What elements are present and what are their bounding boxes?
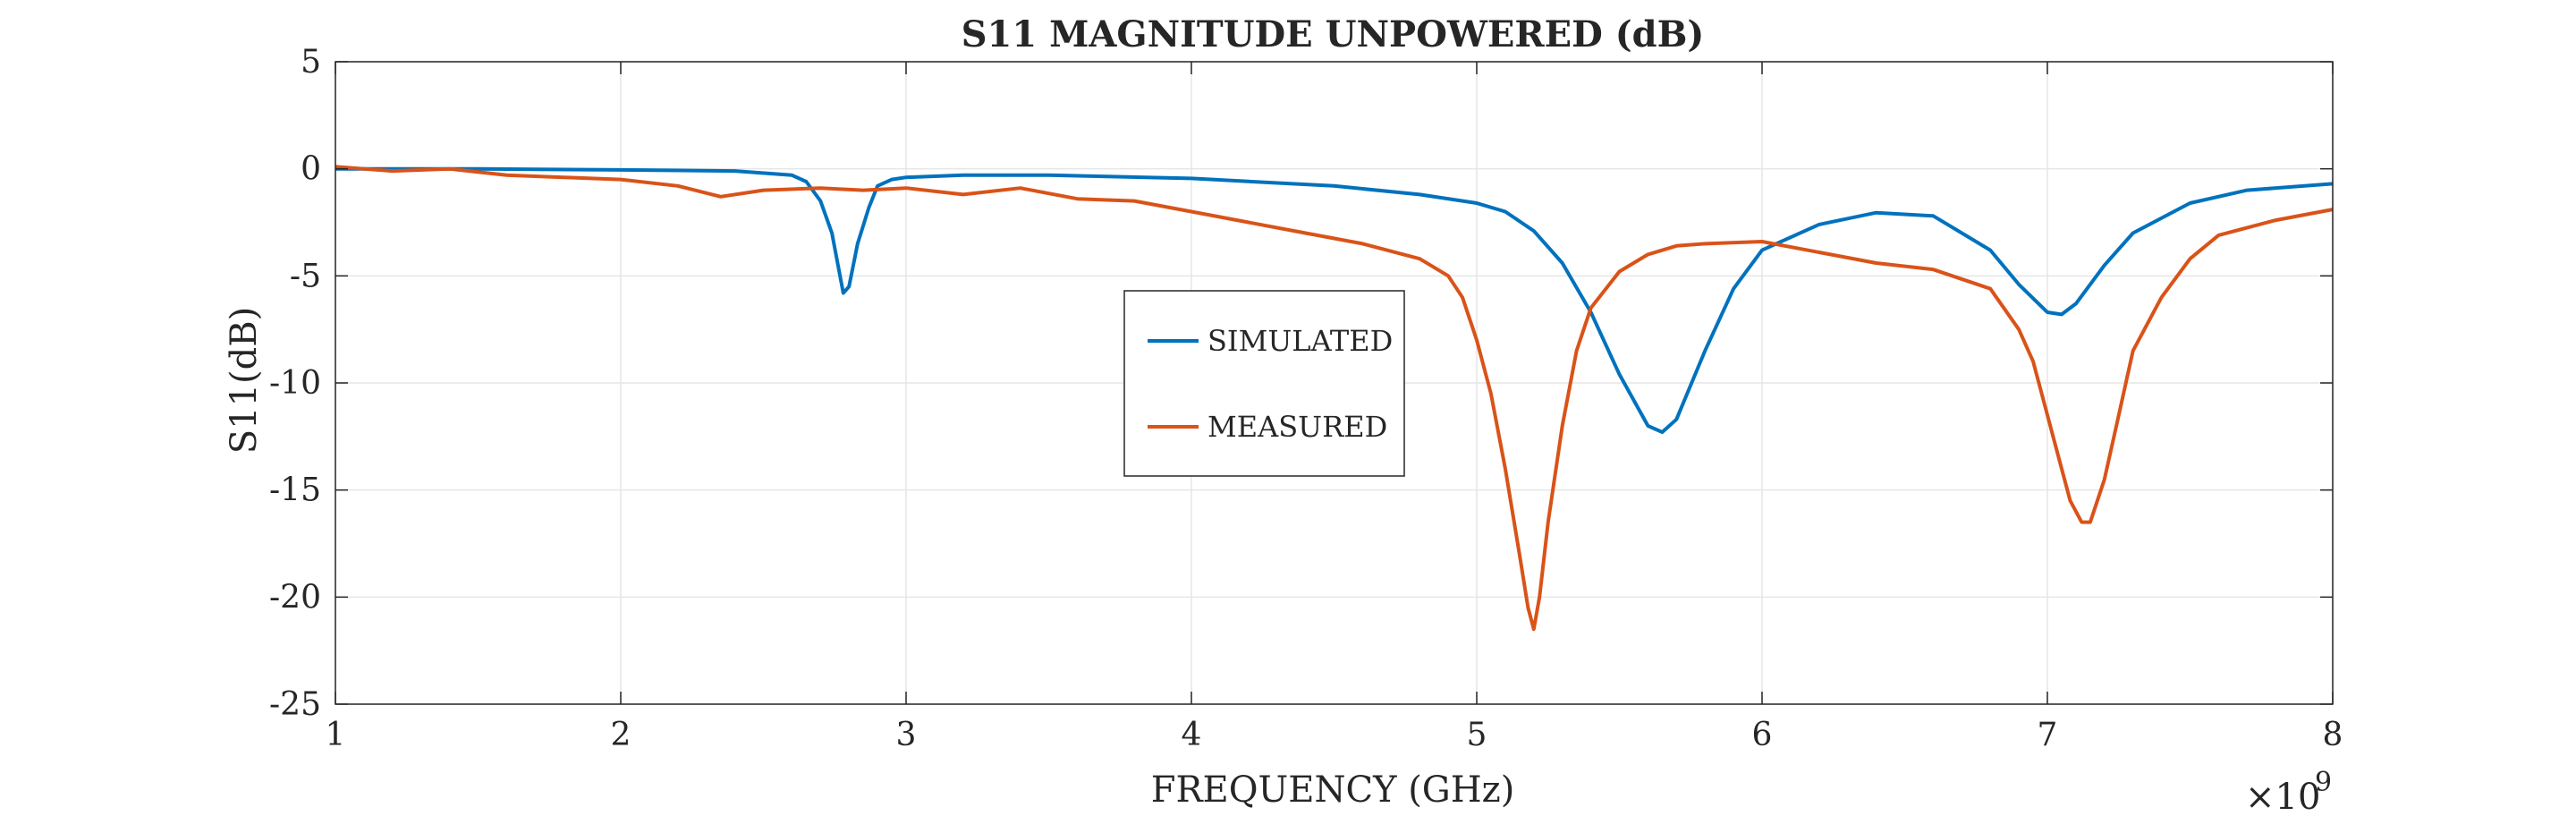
y-tick-label: 0 <box>301 151 321 188</box>
y-tick-label: -25 <box>269 686 321 723</box>
legend-label-simulated: SIMULATED <box>1208 324 1393 358</box>
x-axis-title: FREQUENCY (GHz) <box>1151 769 1515 811</box>
legend-label-measured: MEASURED <box>1208 410 1387 444</box>
y-tick-label: -20 <box>269 579 321 616</box>
x-tick-label: 3 <box>896 717 917 753</box>
x-tick-label: 8 <box>2323 717 2343 753</box>
legend-box <box>1123 290 1405 477</box>
chart-title: S11 MAGNITUDE UNPOWERED (dB) <box>962 13 1705 55</box>
x-axis-multiplier: ×10 <box>2245 777 2320 816</box>
y-tick-label: 5 <box>301 44 321 81</box>
x-tick-label: 1 <box>326 717 346 753</box>
x-tick-label: 2 <box>611 717 631 753</box>
series-lines <box>335 165 2334 632</box>
x-tick-label: 5 <box>1467 717 1487 753</box>
x-tick-labels: 1 2 3 4 5 6 7 8 <box>326 717 2343 753</box>
series-line-measured <box>335 165 2334 632</box>
y-axis-title: S11(dB) <box>224 307 265 455</box>
x-tick-label: 7 <box>2038 717 2058 753</box>
chart-legend: SIMULATED MEASURED <box>1123 290 1405 477</box>
y-tick-label: -5 <box>290 258 321 294</box>
y-tick-label: -10 <box>269 365 321 402</box>
x-tick-label: 4 <box>1182 717 1202 753</box>
x-axis-multiplier-exponent: 9 <box>2315 767 2332 798</box>
y-tick-labels: 5 0 -5 -10 -15 -20 -25 <box>269 44 321 723</box>
tick-marks <box>335 61 2334 705</box>
series-line-simulated <box>335 166 2334 434</box>
y-tick-label: -15 <box>269 472 321 509</box>
x-tick-label: 6 <box>1752 717 1773 753</box>
